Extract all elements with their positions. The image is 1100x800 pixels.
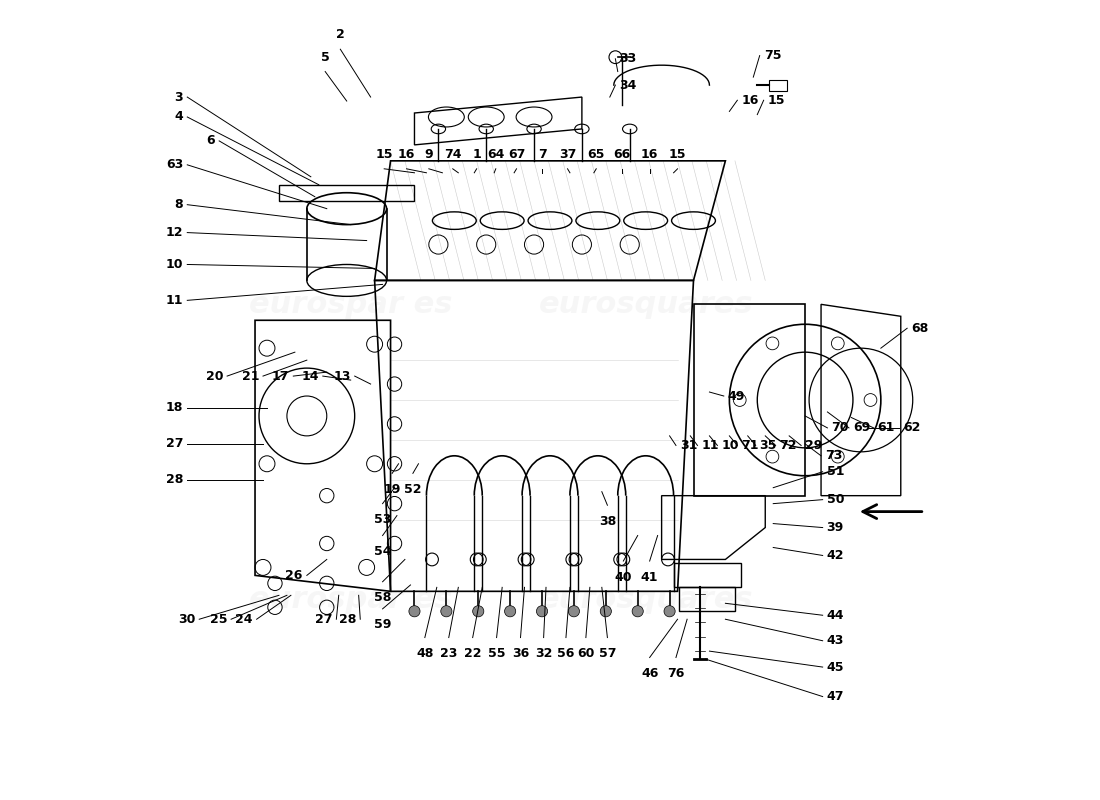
Text: 69: 69 <box>852 422 870 434</box>
Circle shape <box>601 606 612 617</box>
Text: 65: 65 <box>587 148 605 161</box>
Text: 41: 41 <box>641 570 659 584</box>
Text: eurosquares: eurosquares <box>538 290 752 319</box>
Text: 60: 60 <box>578 647 595 660</box>
Text: 70: 70 <box>832 422 849 434</box>
Text: 25: 25 <box>210 613 227 626</box>
Text: 53: 53 <box>374 514 392 526</box>
Text: 28: 28 <box>166 474 184 486</box>
Text: 4: 4 <box>175 110 184 123</box>
Text: 75: 75 <box>763 49 781 62</box>
Text: 6: 6 <box>207 134 216 147</box>
Text: 48: 48 <box>416 647 433 660</box>
Text: 51: 51 <box>826 466 844 478</box>
Text: 74: 74 <box>444 148 462 161</box>
Text: 26: 26 <box>286 569 302 582</box>
Text: 36: 36 <box>512 647 529 660</box>
Text: 27: 27 <box>166 438 184 450</box>
Text: eurospar es: eurospar es <box>249 585 452 614</box>
Text: 8: 8 <box>175 198 184 211</box>
Text: 63: 63 <box>166 158 184 171</box>
Text: 32: 32 <box>535 647 552 660</box>
Text: 64: 64 <box>487 148 505 161</box>
Text: 12: 12 <box>166 226 184 239</box>
Text: 76: 76 <box>668 667 684 680</box>
Text: 59: 59 <box>374 618 392 631</box>
Text: eurosquares: eurosquares <box>538 585 752 614</box>
Text: 33: 33 <box>619 52 637 66</box>
Circle shape <box>569 606 580 617</box>
Text: 24: 24 <box>235 613 253 626</box>
Text: 15: 15 <box>375 148 393 161</box>
Text: eurospar es: eurospar es <box>249 290 452 319</box>
Text: 71: 71 <box>741 439 759 452</box>
Text: 16: 16 <box>741 94 759 106</box>
Text: 29: 29 <box>805 439 823 452</box>
Text: 54: 54 <box>374 545 392 558</box>
Text: 19: 19 <box>384 483 400 496</box>
Text: 72: 72 <box>780 439 798 452</box>
Text: 21: 21 <box>242 370 258 382</box>
Text: 68: 68 <box>911 322 928 334</box>
Text: 56: 56 <box>558 647 574 660</box>
Text: 62: 62 <box>903 422 921 434</box>
Text: 44: 44 <box>826 609 844 622</box>
Circle shape <box>537 606 548 617</box>
Text: 38: 38 <box>598 515 616 528</box>
Text: 15: 15 <box>768 94 785 106</box>
Text: 15: 15 <box>669 148 686 161</box>
Text: 23: 23 <box>440 647 458 660</box>
Text: 31: 31 <box>680 439 697 452</box>
Circle shape <box>632 606 644 617</box>
Text: 2: 2 <box>336 28 344 42</box>
Text: 3: 3 <box>175 90 184 103</box>
Text: 16: 16 <box>641 148 658 161</box>
Circle shape <box>409 606 420 617</box>
Bar <box>679 587 735 611</box>
Text: 16: 16 <box>398 148 415 161</box>
Circle shape <box>664 606 675 617</box>
Text: 27: 27 <box>315 613 332 626</box>
Text: 10: 10 <box>166 258 184 271</box>
Text: 7: 7 <box>538 148 547 161</box>
Text: 37: 37 <box>559 148 576 161</box>
Text: 14: 14 <box>301 370 319 382</box>
Text: 30: 30 <box>178 613 195 626</box>
Text: 5: 5 <box>321 50 330 63</box>
Text: 18: 18 <box>166 402 184 414</box>
Text: 20: 20 <box>206 370 223 382</box>
Text: 52: 52 <box>404 483 421 496</box>
Text: 55: 55 <box>487 647 505 660</box>
Text: 57: 57 <box>598 647 616 660</box>
Text: 40: 40 <box>615 570 632 584</box>
Text: 45: 45 <box>826 661 844 674</box>
Text: 50: 50 <box>826 493 844 506</box>
Text: 58: 58 <box>374 591 392 604</box>
Circle shape <box>505 606 516 617</box>
Text: 34: 34 <box>619 78 637 91</box>
Text: 11: 11 <box>166 294 184 307</box>
Circle shape <box>441 606 452 617</box>
Text: 28: 28 <box>339 613 356 626</box>
Text: 9: 9 <box>425 148 433 161</box>
Text: 39: 39 <box>826 521 844 534</box>
Text: 66: 66 <box>613 148 630 161</box>
Text: 46: 46 <box>641 667 658 680</box>
Text: 73: 73 <box>825 450 843 462</box>
Text: 22: 22 <box>464 647 482 660</box>
Text: 17: 17 <box>272 370 289 382</box>
Text: 49: 49 <box>728 390 745 402</box>
Text: 61: 61 <box>878 422 895 434</box>
Text: 11: 11 <box>702 439 719 452</box>
Text: 42: 42 <box>826 549 844 562</box>
Text: 10: 10 <box>722 439 739 452</box>
Circle shape <box>473 606 484 617</box>
Text: 35: 35 <box>760 439 777 452</box>
Text: 67: 67 <box>508 148 525 161</box>
Bar <box>769 79 786 90</box>
Text: 43: 43 <box>826 634 844 647</box>
Text: 13: 13 <box>333 370 351 382</box>
Text: 47: 47 <box>826 690 844 703</box>
Text: 1: 1 <box>472 148 481 161</box>
